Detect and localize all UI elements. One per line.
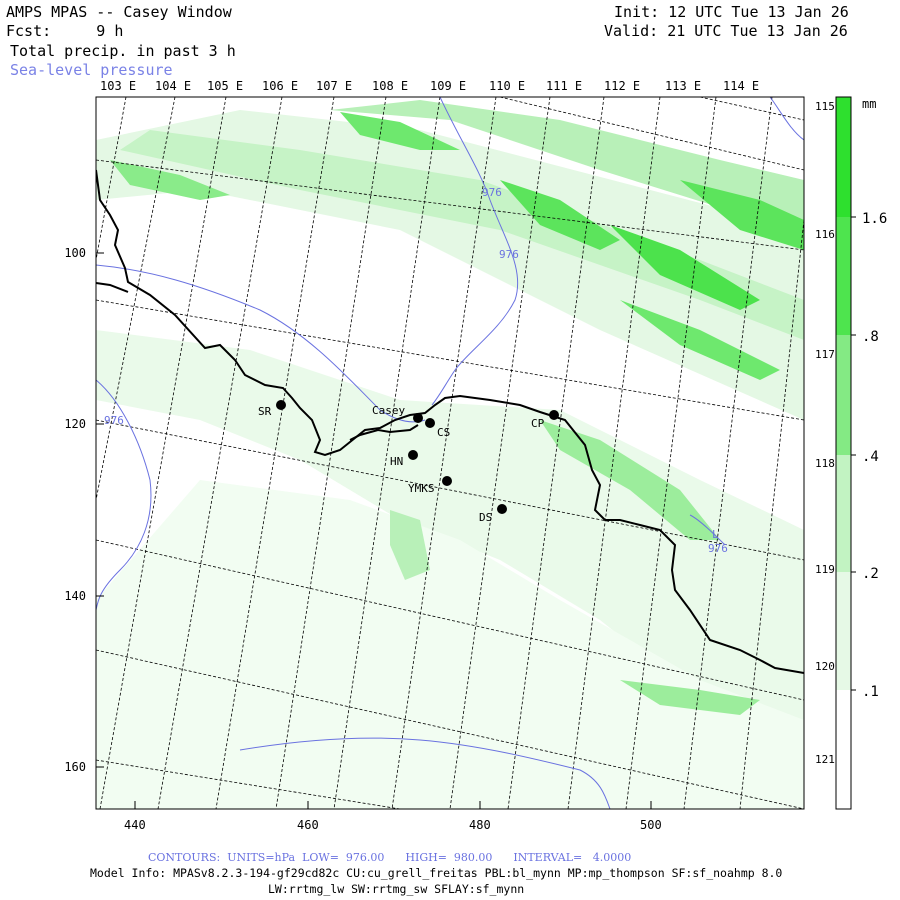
contour-label: 976: [482, 186, 502, 199]
model-info-line1: Model Info: MPASv8.2.3-194-gf29cd82c CU:…: [90, 866, 783, 880]
slp-contours: [96, 97, 804, 809]
colorbar-segment: [836, 335, 851, 455]
lon-label: 106 E: [262, 79, 298, 93]
colorbar-unit: mm: [862, 97, 876, 111]
lon-label: 109 E: [430, 79, 466, 93]
lon-label: 110 E: [489, 79, 525, 93]
x-tick-label: 440: [124, 818, 146, 832]
colorbar-label: .2: [862, 566, 879, 582]
axis-ticks: [96, 252, 652, 809]
y-tick-label: 100: [64, 246, 86, 260]
contour-label: 976: [499, 248, 519, 261]
station-label-casey: Casey: [372, 404, 405, 417]
valid-time: Valid: 21 UTC Tue 13 Jan 26: [604, 22, 848, 40]
x-tick-label: 480: [469, 818, 491, 832]
lon-label: 107 E: [316, 79, 352, 93]
colorbar-labels: mm 1.6 .8 .4 .2 .1: [862, 97, 887, 700]
top-longitude-labels: 103 E 104 E 105 E 106 E 107 E 108 E 109 …: [100, 79, 759, 93]
contour-label-group: 976 976 976 976 L: [104, 186, 728, 555]
lon-label: 105 E: [207, 79, 243, 93]
station-label-sr: SR: [258, 405, 272, 418]
map-title: AMPS MPAS -- Casey Window: [6, 3, 232, 21]
lon-label: 113 E: [665, 79, 701, 93]
station-label-ds: DS: [479, 511, 492, 524]
field-label-precip: Total precip. in past 3 h: [10, 42, 236, 60]
model-info-line2: LW:rrtmg_lw SW:rrtmg_sw SFLAY:sf_mynn: [268, 882, 525, 896]
station-marker-cp: [549, 410, 559, 420]
station-marker-sr: [276, 400, 286, 410]
station-labels: SR Casey CS CP HN YMKS DS: [258, 404, 545, 524]
lon-label: 111 E: [546, 79, 582, 93]
lon-label: 104 E: [155, 79, 191, 93]
colorbar-label: .8: [862, 329, 879, 345]
forecast-hour: Fcst: 9 h: [6, 22, 124, 40]
contour-label: 976: [708, 542, 728, 555]
contour-info: CONTOURS: UNITS=hPa LOW= 976.00 HIGH= 98…: [148, 851, 632, 864]
station-label-cp: CP: [531, 417, 545, 430]
colorbar-label: .1: [862, 684, 879, 700]
lon-label: 108 E: [372, 79, 408, 93]
coastline: [96, 169, 804, 674]
station-marker-cs: [425, 418, 435, 428]
colorbar-label: .4: [862, 449, 879, 465]
precip-shading: [96, 100, 804, 809]
lon-label: 114 E: [723, 79, 759, 93]
y-tick-label: 120: [64, 417, 86, 431]
x-tick-labels: 440 460 480 500: [124, 818, 662, 832]
colorbar-segment: [836, 217, 851, 335]
station-markers: [276, 400, 559, 514]
colorbar-segment: [836, 455, 851, 572]
y-tick-label: 140: [64, 589, 86, 603]
field-label-slp: Sea-level pressure: [10, 61, 173, 79]
y-tick-labels: 100 120 140 160: [64, 246, 86, 774]
lon-label: 112 E: [604, 79, 640, 93]
plot-frame: [95, 96, 805, 810]
station-marker-ymks: [442, 476, 452, 486]
station-marker-casey: [413, 413, 423, 423]
init-time: Init: 12 UTC Tue 13 Jan 26: [614, 3, 849, 21]
lon-label: 103 E: [100, 79, 136, 93]
y-tick-label: 160: [64, 760, 86, 774]
colorbar: [835, 96, 856, 810]
station-label-ymks: YMKS: [408, 482, 435, 495]
colorbar-label: 1.6: [862, 211, 887, 227]
station-marker-hn: [408, 450, 418, 460]
x-tick-label: 460: [297, 818, 319, 832]
low-pressure-label: L: [712, 528, 719, 541]
contour-label: 976: [104, 414, 124, 427]
colorbar-segment: [836, 690, 851, 809]
colorbar-segment: [836, 572, 851, 690]
x-tick-label: 500: [640, 818, 662, 832]
station-marker-ds: [497, 504, 507, 514]
colorbar-segment: [836, 97, 851, 217]
station-label-cs: CS: [437, 426, 450, 439]
station-label-hn: HN: [390, 455, 403, 468]
